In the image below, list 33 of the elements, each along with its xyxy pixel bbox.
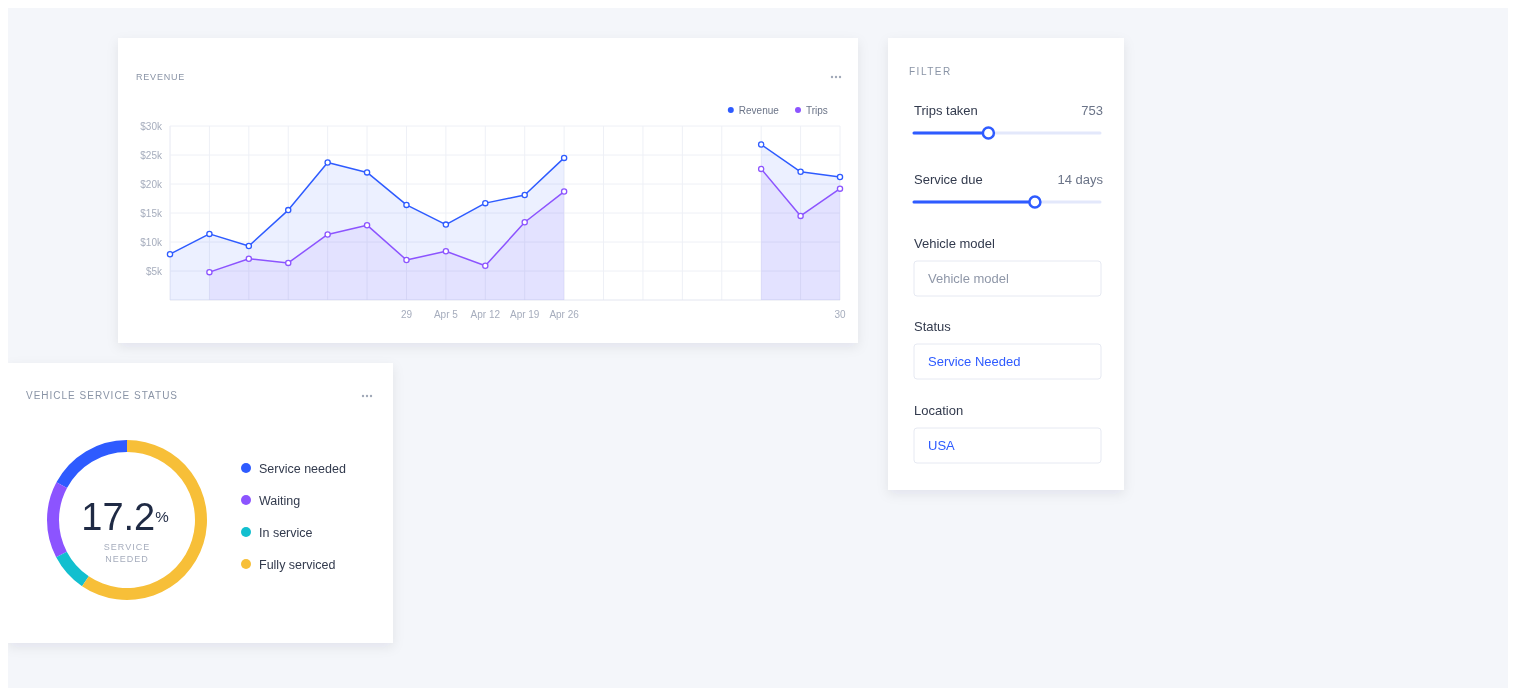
legend-label: Waiting	[259, 493, 301, 508]
text: Service Needed	[928, 354, 1021, 369]
legend-label: Service needed	[259, 461, 346, 476]
x-tick-label: Apr 19	[509, 309, 540, 320]
x-tick-label: Apr 26	[549, 309, 580, 320]
text: USA	[928, 438, 956, 453]
y-tick-label: $5k	[145, 265, 163, 277]
text: SERVICE NEEDED	[103, 542, 151, 564]
text: FILTER	[909, 66, 952, 77]
x-tick-label: Apr 5	[433, 309, 459, 320]
text: Location	[914, 403, 964, 418]
text: Status	[914, 319, 952, 334]
text: Vehicle model	[914, 236, 996, 251]
text: 14 days	[1057, 172, 1104, 187]
text: Vehicle model	[928, 271, 1010, 286]
legend-label: In service	[259, 525, 313, 540]
x-tick-label: 29	[400, 309, 413, 320]
y-tick-label: $25k	[140, 149, 163, 161]
y-tick-label: $10k	[140, 236, 163, 248]
text: 753	[1081, 103, 1103, 118]
text: Trips taken	[914, 103, 978, 118]
chart-title: VEHICLE SERVICE STATUS	[26, 390, 179, 401]
y-tick-label: $30k	[140, 120, 163, 132]
legend-label: Revenue	[738, 104, 780, 116]
x-tick-label: Apr 12	[470, 309, 501, 320]
text: 17.2$^{%}$	[81, 496, 169, 538]
legend-label: Fully serviced	[259, 557, 336, 572]
x-tick-label: 30	[834, 309, 846, 320]
chart-title: REVENUE	[136, 72, 186, 82]
y-tick-label: $15k	[140, 207, 163, 219]
text: Service due	[914, 172, 983, 187]
y-tick-label: $20k	[140, 178, 163, 190]
legend-label: Trips	[806, 104, 828, 116]
